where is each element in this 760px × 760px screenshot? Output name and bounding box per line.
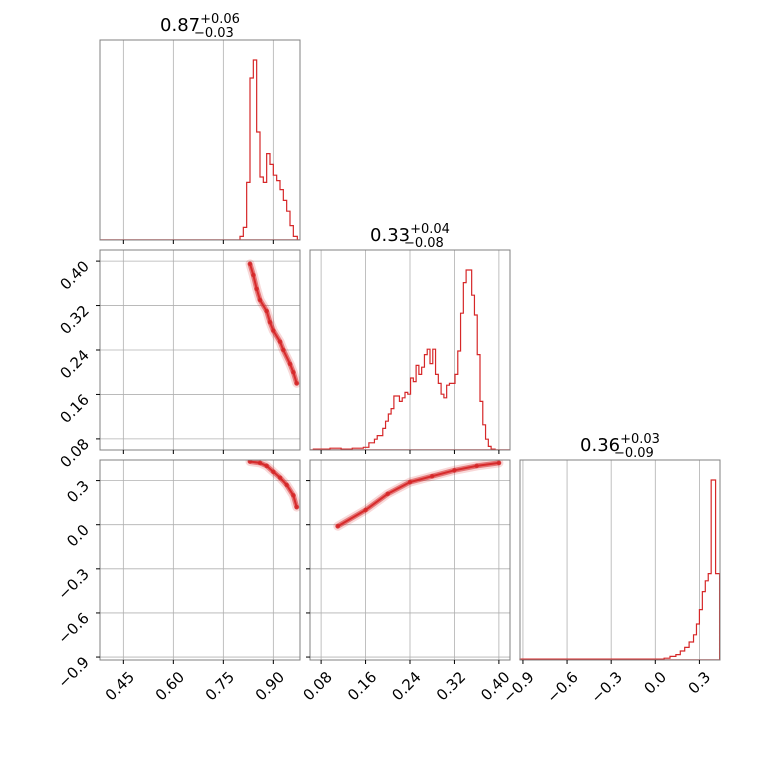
scatter-point (264, 463, 269, 469)
panel-frame (99, 459, 301, 661)
panel-title: 0.36+0.03 −0.09 (580, 432, 660, 461)
y-tick-label: 0.40 (56, 257, 92, 293)
scatter-panel-1-2 (306, 459, 511, 664)
scatter-point (247, 460, 253, 464)
title-value: 0.87 (160, 15, 200, 36)
scatter-point (287, 361, 293, 367)
scatter-point (430, 473, 435, 479)
y-tick-label: 0.16 (56, 391, 92, 427)
histogram-step (312, 269, 496, 450)
title-upper-error: +0.04 (410, 222, 450, 237)
title-upper-error: +0.03 (620, 432, 660, 447)
y-tick-label: 0.3 (63, 477, 93, 507)
title-lower-error: −0.08 (404, 236, 444, 251)
scatter-point (254, 286, 259, 292)
contour-group (245, 460, 300, 512)
panel-title: 0.33+0.04 −0.08 (370, 222, 450, 251)
scatter-point (496, 460, 502, 466)
scatter-point (385, 491, 390, 497)
x-tick-label: 0.24 (388, 668, 424, 704)
y-tick-label: 0.32 (56, 302, 92, 338)
panel-title: 0.87+0.06 −0.03 (160, 12, 240, 41)
hist-panel-0 (99, 39, 301, 244)
x-tick-label: 0.45 (102, 668, 138, 704)
y-tick-label: 0.24 (56, 346, 92, 382)
scatter-point (294, 504, 299, 510)
scatter-point (294, 381, 299, 386)
contour-group (333, 460, 504, 531)
x-tick-label: −0.3 (587, 668, 625, 706)
hist-panel-1 (309, 249, 511, 454)
scatter-point (257, 460, 263, 466)
x-tick-label: 0.60 (152, 668, 188, 704)
title-lower-error: −0.09 (614, 446, 654, 461)
scatter-point (363, 507, 368, 513)
x-tick-label: 0.90 (252, 668, 288, 704)
x-tick-label: 0.16 (344, 668, 380, 704)
scatter-point (251, 272, 256, 278)
scatter-point (271, 328, 276, 333)
title-lower-error: −0.03 (194, 26, 234, 41)
x-tick-label: 0.3 (685, 668, 715, 698)
x-tick-label: 0.32 (433, 668, 469, 704)
panel-frame (519, 459, 721, 661)
scatter-point (247, 261, 253, 267)
scatter-point (264, 308, 269, 314)
scatter-point (407, 479, 413, 485)
y-tick-label: 0.08 (56, 435, 92, 471)
title-upper-error: +0.06 (200, 12, 240, 27)
scatter-panel-0-2 (96, 459, 301, 664)
y-tick-label: −0.9 (54, 653, 92, 691)
scatter-point (474, 463, 479, 469)
y-tick-label: −0.6 (54, 609, 92, 647)
scatter-point (284, 482, 289, 488)
histogram-step (519, 479, 721, 660)
x-tick-label: 0.75 (202, 668, 238, 704)
x-tick-label: 0.0 (640, 668, 670, 698)
histogram-step (239, 59, 298, 240)
scatter-point (291, 370, 296, 375)
y-tick-label: −0.3 (54, 565, 92, 603)
scatter-point (277, 475, 283, 480)
scatter-point (291, 493, 296, 498)
scatter-point (335, 523, 340, 529)
title-value: 0.36 (580, 435, 620, 456)
contour-group (245, 259, 300, 388)
contour-inner (336, 461, 500, 528)
scatter-panel-0-1 (96, 249, 301, 454)
title-value: 0.33 (370, 225, 410, 246)
panel-frame (99, 39, 301, 241)
scatter-point (271, 469, 276, 474)
density-band (333, 460, 504, 531)
scatter-point (281, 347, 286, 353)
x-tick-label: 0.08 (300, 668, 336, 704)
x-tick-label: −0.6 (543, 668, 581, 706)
scatter-point (452, 468, 457, 473)
y-tick-label: 0.0 (63, 521, 93, 551)
scatter-point (257, 297, 263, 303)
scatter-point (277, 339, 283, 344)
hist-panel-2 (519, 459, 721, 664)
scatter-point (267, 320, 273, 325)
